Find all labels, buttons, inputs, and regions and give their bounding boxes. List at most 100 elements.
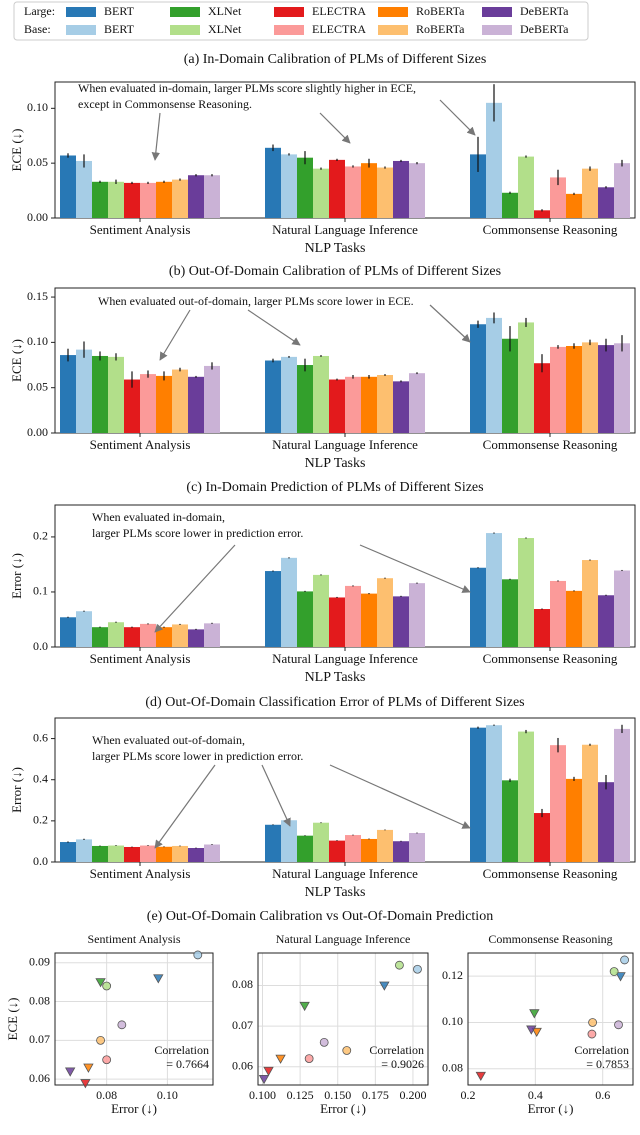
bar [172, 845, 188, 862]
bar [60, 355, 76, 433]
point [529, 1009, 540, 1019]
legend-row-label: Large: [24, 4, 55, 18]
y-tick-label: 0.08 [442, 1061, 463, 1075]
bar [614, 570, 630, 647]
bar [140, 623, 156, 647]
y-tick-label: 0.0 [33, 639, 48, 653]
point [413, 964, 422, 974]
bar [329, 840, 345, 862]
legend-label: BERT [104, 22, 135, 36]
point [263, 1066, 274, 1077]
y-tick-label: 0.07 [232, 1018, 253, 1032]
chart-title: (b) Out-Of-Domain Calibration of PLMs of… [169, 264, 501, 279]
x-axis-label: NLP Tasks [305, 885, 366, 900]
x-tick-label: Commonsense Reasoning [483, 651, 618, 666]
y-tick-label: 0.15 [27, 289, 48, 303]
annotation: When evaluated out-of-domain, larger PLM… [98, 294, 414, 308]
y-tick-label: 0.10 [27, 100, 48, 114]
x-tick-label: Commonsense Reasoning [483, 222, 618, 237]
y-axis-label: Error (↓) [9, 553, 24, 599]
y-tick-label: 0.6 [33, 730, 48, 744]
point [304, 1054, 314, 1063]
bar [188, 629, 204, 647]
x-tick-label: 0.08 [96, 1088, 117, 1102]
chart-title: Commonsense Reasoning [488, 932, 612, 946]
x-tick-label: Natural Language Inference [272, 866, 418, 881]
bar [393, 841, 409, 862]
bar [172, 369, 188, 433]
y-tick-label: 0.4 [33, 771, 48, 785]
bar [502, 780, 518, 862]
bar [60, 155, 76, 218]
legend-row-label: Base: [24, 22, 51, 36]
bar [108, 622, 124, 647]
point [531, 1027, 542, 1038]
x-axis-label: NLP Tasks [305, 456, 366, 471]
point [193, 950, 203, 960]
bar [297, 835, 313, 862]
bar [502, 192, 518, 218]
legend-box [13, 1, 589, 41]
bar [124, 846, 140, 862]
point [95, 978, 106, 988]
bar [470, 727, 486, 862]
y-tick-label: 0.09 [29, 954, 50, 968]
point [153, 974, 164, 984]
bar [281, 820, 297, 862]
x-tick-label: 0.175 [362, 1088, 389, 1102]
legend-label: DeBERTa [520, 4, 569, 18]
y-axis-label: ECE (↓) [9, 339, 24, 382]
bar [124, 182, 140, 218]
bar [297, 157, 313, 218]
x-tick-label: 0.100 [249, 1088, 276, 1102]
bar [156, 375, 172, 433]
bar [204, 844, 220, 862]
bar [60, 617, 76, 647]
bar [377, 375, 393, 433]
bar [377, 829, 393, 862]
bar [534, 813, 550, 862]
annotation-arrow [151, 112, 161, 161]
y-tick-label: 0.2 [33, 813, 48, 827]
chart-title: (a) In-Domain Calibration of PLMs of Dif… [184, 52, 487, 67]
bar [614, 343, 630, 433]
point [609, 967, 619, 976]
y-tick-label: 0.10 [442, 1014, 463, 1028]
y-axis-label: ECE (↓) [5, 998, 20, 1041]
legend-label: BERT [104, 4, 135, 18]
legend-swatch [274, 25, 304, 35]
legend-label: ELECTRA [312, 22, 366, 36]
x-tick-label: 0.150 [324, 1088, 351, 1102]
x-tick-label: Sentiment Analysis [90, 866, 191, 881]
x-tick-label: Natural Language Inference [272, 437, 418, 452]
bar [329, 379, 345, 433]
bar [188, 848, 204, 862]
x-axis-label: Error (↓) [320, 1101, 366, 1116]
y-tick-label: 0.08 [29, 993, 50, 1007]
bar [409, 832, 425, 862]
annotation: Correlation [574, 1043, 629, 1057]
y-tick-label: 0.06 [232, 1058, 253, 1072]
bar [265, 360, 281, 433]
y-tick-label: 0.07 [29, 1032, 50, 1046]
x-tick-label: 0.10 [157, 1088, 178, 1102]
bar [486, 317, 502, 433]
bar [361, 838, 377, 862]
legend-swatch [274, 7, 304, 17]
y-axis-label: Error (↓) [9, 767, 24, 813]
annotation-arrow [159, 309, 191, 361]
annotation-arrow [319, 112, 351, 144]
legend-swatch [482, 7, 512, 17]
point [475, 1071, 486, 1082]
bar [108, 356, 124, 433]
bar [140, 845, 156, 862]
bar [313, 168, 329, 218]
x-tick-label: Sentiment Analysis [90, 651, 191, 666]
bar [518, 156, 534, 218]
x-tick-label: 0.6 [595, 1088, 610, 1102]
y-tick-label: 0.08 [232, 977, 253, 991]
bar [393, 160, 409, 218]
annotation-arrow [261, 764, 291, 827]
y-tick-label: 0.05 [27, 155, 48, 169]
